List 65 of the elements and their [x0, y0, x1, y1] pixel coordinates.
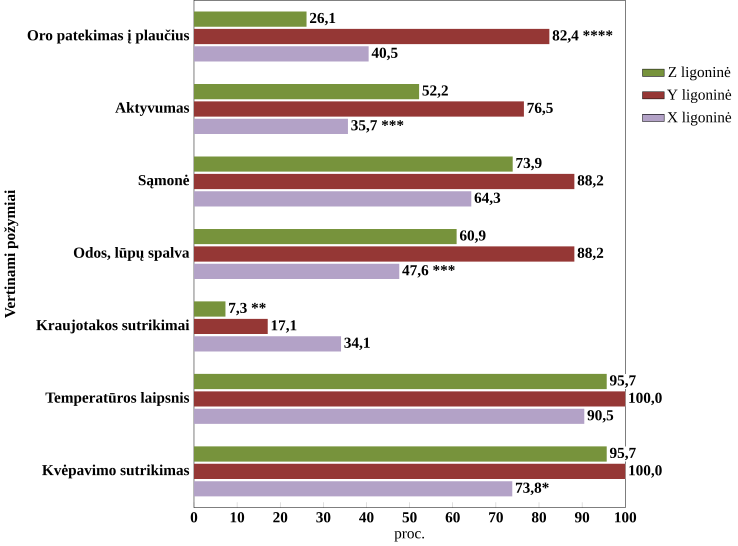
data-label: 73,8*: [516, 482, 549, 496]
bar: [194, 101, 524, 117]
data-label: 88,2: [578, 175, 604, 188]
legend-label: Y ligoninė: [667, 89, 732, 104]
bar: [194, 318, 268, 334]
legend-label: Z ligoninė: [668, 66, 730, 80]
legend-label: X ligoninė: [667, 112, 732, 126]
y-tick-label: Sąmonė: [138, 174, 190, 188]
bar: [194, 191, 472, 207]
bar: [194, 264, 400, 280]
data-label: 100,0: [629, 465, 662, 478]
y-tick-label: Aktyvumas: [115, 102, 190, 116]
data-label: 95,7: [610, 448, 636, 460]
data-label: 52,2: [422, 85, 448, 98]
y-tick-label: Temperatūros laipsnis: [46, 392, 190, 406]
x-tick-label: 30: [316, 512, 330, 523]
bar: [194, 229, 457, 244]
data-label: 40,5: [372, 48, 398, 60]
data-label: 34,1: [344, 338, 370, 350]
x-tick-label: 10: [230, 512, 244, 523]
bar: [194, 118, 348, 134]
bar: [194, 46, 369, 62]
data-label: 26,1: [310, 13, 336, 26]
x-tick-label: 100: [615, 512, 636, 523]
bar: [194, 464, 626, 480]
y-tick-label: Kvėpavimo sutrikimas: [42, 464, 190, 478]
data-label: 47,6 ***: [402, 265, 455, 278]
data-label: 17,1: [272, 320, 296, 333]
x-tick-label: 0: [190, 512, 198, 523]
x-tick-label: 90: [574, 512, 590, 523]
x-tick-label: 70: [489, 512, 503, 523]
bar: [194, 446, 607, 462]
y-tick-label: Kraujotakos sutrikimai: [36, 320, 190, 334]
bar: [194, 174, 574, 190]
data-label: 90,5: [588, 410, 614, 423]
x-tick-label: 60: [446, 512, 460, 523]
bar: [194, 302, 226, 317]
data-label: 76,5: [528, 102, 553, 116]
data-label: 60,9: [460, 230, 486, 243]
bar: [194, 156, 513, 172]
bar: [194, 391, 626, 407]
data-label: 7,3 **: [229, 302, 266, 316]
bar: [194, 84, 420, 100]
y-tick-label: Oro patekimas į plaučius: [28, 30, 190, 44]
x-tick-label: 80: [532, 512, 546, 523]
bar: [194, 481, 512, 497]
data-label: 82,4 ****: [552, 30, 612, 43]
bar: [194, 408, 584, 424]
data-label: 64,3: [474, 192, 500, 206]
bar: [194, 246, 574, 262]
bar: [194, 336, 342, 352]
data-label: 35,7 ***: [351, 120, 404, 133]
bar: [194, 29, 550, 44]
bar: [194, 374, 607, 390]
y-tick-label: Odos, lūpų spalva: [74, 247, 190, 261]
data-label: 88,2: [578, 248, 604, 260]
data-label: 73,9: [516, 158, 542, 170]
x-tick-label: 20: [273, 512, 288, 523]
bar: [194, 12, 307, 27]
y-axis-title: Vertinami požymiai: [4, 190, 18, 318]
x-tick-label: 50: [402, 512, 417, 523]
x-axis-title: proc.: [394, 531, 424, 542]
x-tick-label: 40: [359, 512, 374, 523]
data-label: 100,0: [629, 392, 662, 406]
data-label: 95,7: [610, 375, 636, 388]
